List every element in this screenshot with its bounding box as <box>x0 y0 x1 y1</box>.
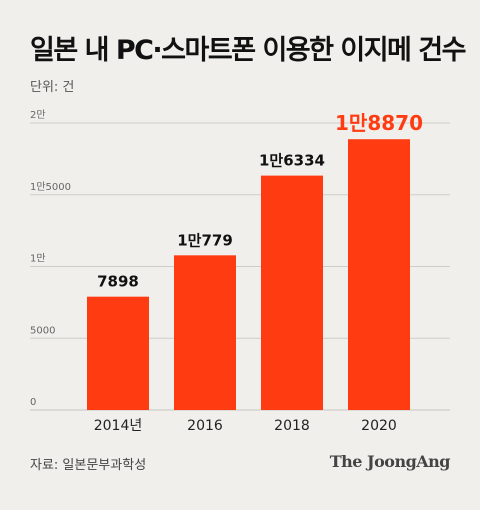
publisher-logo: The JoongAng <box>329 452 451 471</box>
bar <box>87 296 149 410</box>
y-tick-label: 1만5000 <box>30 181 71 193</box>
y-tick-label: 5000 <box>30 325 55 336</box>
data-label: 1만779 <box>177 231 233 249</box>
data-label: 1만8870 <box>335 111 423 135</box>
bar <box>174 255 236 410</box>
chart-title: 일본 내 PC·스마트폰 이용한 이지메 건수 <box>30 35 466 66</box>
data-label: 1만6334 <box>259 152 325 170</box>
x-tick-label: 2020 <box>361 418 397 434</box>
y-tick-label: 2만 <box>30 109 46 121</box>
y-tick-label: 0 <box>30 397 36 408</box>
bar <box>348 139 410 410</box>
x-tick-label: 2018 <box>274 418 310 434</box>
unit-label: 단위: 건 <box>30 80 75 95</box>
bar <box>261 175 323 410</box>
source-note: 자료: 일본문부과학성 <box>30 458 147 473</box>
data-label: 7898 <box>97 273 139 291</box>
x-tick-label: 2014년 <box>94 418 143 434</box>
x-tick-label: 2016 <box>187 418 223 434</box>
y-tick-label: 1만 <box>30 253 46 265</box>
